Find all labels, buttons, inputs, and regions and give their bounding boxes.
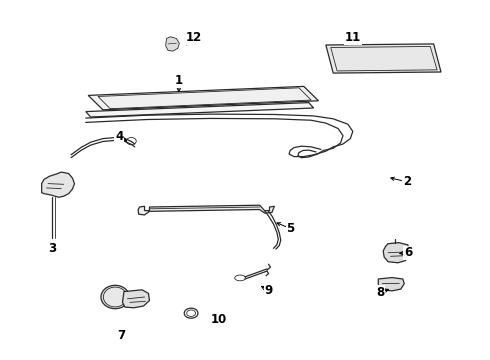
Text: 11: 11	[344, 31, 361, 44]
Polygon shape	[378, 278, 404, 291]
Text: 3: 3	[49, 242, 56, 255]
Text: 9: 9	[265, 284, 272, 297]
Polygon shape	[122, 290, 149, 308]
Polygon shape	[42, 172, 74, 197]
Polygon shape	[86, 103, 314, 117]
Text: 6: 6	[404, 246, 412, 259]
Text: 7: 7	[117, 329, 125, 342]
Polygon shape	[138, 205, 274, 215]
Polygon shape	[166, 37, 179, 51]
Polygon shape	[88, 86, 318, 110]
Polygon shape	[326, 44, 441, 73]
Polygon shape	[383, 243, 410, 263]
Ellipse shape	[101, 285, 129, 309]
Ellipse shape	[103, 287, 127, 307]
Ellipse shape	[184, 308, 198, 318]
Text: 8: 8	[377, 286, 385, 299]
Text: 10: 10	[211, 313, 227, 326]
Ellipse shape	[187, 310, 196, 316]
Text: 5: 5	[287, 222, 294, 235]
Text: 12: 12	[185, 31, 202, 44]
Text: 4: 4	[115, 130, 123, 143]
Circle shape	[126, 138, 136, 145]
Ellipse shape	[235, 275, 245, 281]
Text: 2: 2	[403, 175, 411, 188]
Text: 1: 1	[175, 75, 183, 87]
